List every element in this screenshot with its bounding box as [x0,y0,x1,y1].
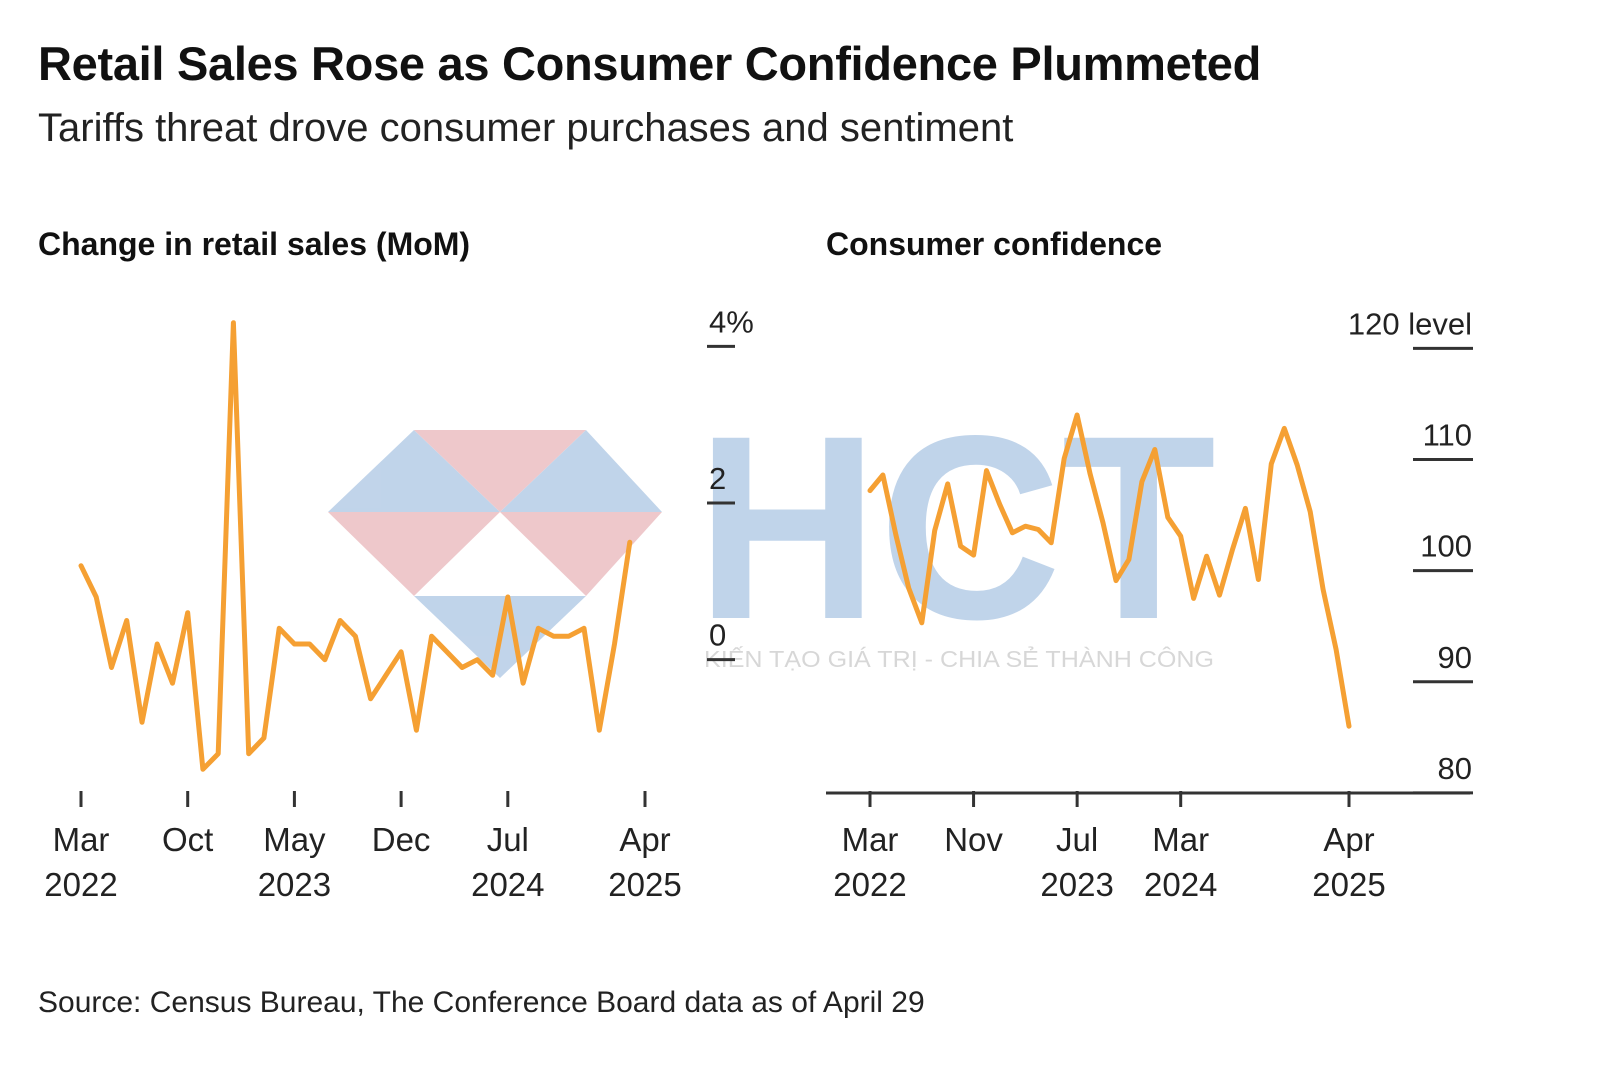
x-tick-label: May [263,821,326,858]
y-tick-label: 90 [1438,640,1472,675]
x-tick-year-label: 2022 [833,866,906,903]
x-tick-label: Mar [53,821,110,858]
watermark: HCT KIẾN TẠO GIÁ TRỊ - CHIA SẺ THÀNH CÔN… [328,381,1216,678]
x-tick-label: Jul [1056,821,1098,858]
x-tick-label: Jul [487,821,529,858]
x-tick-label: Oct [162,821,213,858]
series-line [867,412,1352,729]
x-tick-year-label: 2025 [1312,866,1385,903]
x-tick-label: Apr [619,821,670,858]
watermark-diamond-left [328,430,500,512]
x-tick-year-label: 2023 [1040,866,1113,903]
chart-title: Retail Sales Rose as Consumer Confidence… [38,37,1262,90]
x-tick-year-label: 2024 [1144,866,1217,903]
retail-sales-chart: 4% 2 0 Mar 2022 Oct May 2023 Dec Jul 2024 Apr 2025 [44,304,754,903]
x-tick-year-label: 2023 [258,866,331,903]
x-tick-label: Nov [944,821,1003,858]
watermark-diamond-right [500,430,662,512]
consumer-confidence-panel-title: Consumer confidence [826,226,1163,262]
x-tick-year-label: 2024 [471,866,544,903]
watermark-diamond-top [414,430,586,512]
watermark-tagline: KIẾN TẠO GIÁ TRỊ - CHIA SẺ THÀNH CÔNG [704,644,1214,672]
x-tick-year-label: 2025 [608,866,681,903]
watermark-diamond-lower-right [500,512,662,596]
retail-sales-panel-title: Change in retail sales (MoM) [38,226,471,262]
x-tick-year-label: 2022 [44,866,117,903]
chart-subtitle: Tariffs threat drove consumer purchases … [38,106,1014,150]
y-tick-label: 0 [709,618,726,653]
x-tick-label: Apr [1323,821,1374,858]
consumer-confidence-chart: 120 level 110 100 90 80 Mar 2022 Nov Jul 2023 Mar 2… [826,306,1473,903]
source-note: Source: Census Bureau, The Conference Bo… [38,986,925,1019]
y-tick-label: 4% [709,304,754,339]
y-tick-label: 100 [1420,529,1472,564]
x-tick-label: Dec [372,821,431,858]
y-tick-label: 80 [1438,751,1472,786]
y-tick-label: 2 [709,461,726,496]
x-tick-label: Mar [1152,821,1209,858]
x-tick-label: Mar [842,821,899,858]
y-tick-label: 120 level [1348,306,1472,341]
y-tick-label: 110 [1423,417,1472,452]
watermark-diamond-lower-left [328,512,500,596]
series-line [78,320,633,772]
